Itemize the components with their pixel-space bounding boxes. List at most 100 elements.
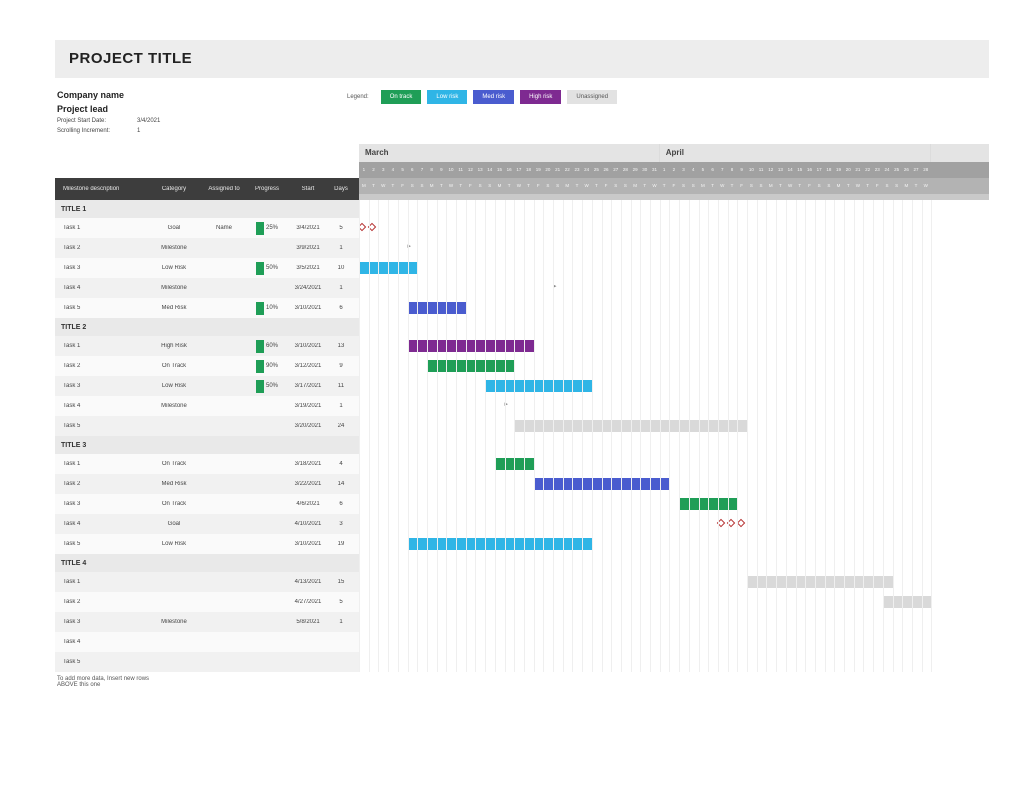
day-of-week: M <box>766 178 776 194</box>
gridline <box>553 200 554 672</box>
day-of-week: T <box>795 178 805 194</box>
gridline <box>388 200 389 672</box>
day-number: 9 <box>437 162 447 178</box>
table-row[interactable]: Task 4Goal4/10/20213 <box>55 514 359 534</box>
gantt-row <box>359 474 989 494</box>
day-of-week: W <box>582 178 592 194</box>
table-row[interactable]: Task 2Med Risk3/22/202114 <box>55 474 359 494</box>
day-number: 28 <box>621 162 631 178</box>
day-of-week: T <box>524 178 534 194</box>
gridline <box>718 200 719 672</box>
day-number: 22 <box>863 162 873 178</box>
legend-med-risk[interactable]: Med risk <box>473 90 514 104</box>
table-row[interactable]: Task 1High Risk60%3/10/202113 <box>55 336 359 356</box>
day-of-week: S <box>892 178 902 194</box>
task-days: 3 <box>329 521 353 527</box>
day-of-week: W <box>650 178 660 194</box>
gridline <box>611 200 612 672</box>
table-row[interactable]: Task 2On Track90%3/12/20219 <box>55 356 359 376</box>
table-row[interactable]: Task 1On Track3/18/20214 <box>55 454 359 474</box>
table-row[interactable]: Task 5Low Risk3/10/202119 <box>55 534 359 554</box>
task-desc: Task 3 <box>61 383 147 389</box>
gantt-row <box>359 632 989 652</box>
gridline <box>456 200 457 672</box>
gridline <box>863 200 864 672</box>
gantt-bar[interactable] <box>747 576 893 588</box>
gantt-bar[interactable] <box>408 538 592 550</box>
day-of-week: T <box>388 178 398 194</box>
gridline <box>902 200 903 672</box>
day-of-week: T <box>437 178 447 194</box>
day-number: 25 <box>592 162 602 178</box>
day-number: 3 <box>378 162 388 178</box>
project-title-bar: PROJECT TITLE <box>55 40 989 78</box>
month-row: MarchApril <box>359 144 989 162</box>
gridline <box>485 200 486 672</box>
day-number: 16 <box>504 162 514 178</box>
table-row[interactable]: Task 3Low Risk50%3/5/202110 <box>55 258 359 278</box>
gridline <box>592 200 593 672</box>
day-number: 1 <box>359 162 369 178</box>
table-row[interactable]: Task 3Low Risk50%3/17/202111 <box>55 376 359 396</box>
day-of-week: F <box>872 178 882 194</box>
task-start: 3/22/2021 <box>287 481 329 487</box>
gridline <box>815 200 816 672</box>
day-of-week: T <box>863 178 873 194</box>
task-days: 19 <box>329 541 353 547</box>
day-number: 5 <box>698 162 708 178</box>
table-row[interactable]: Task 5Med Risk10%3/10/20216 <box>55 298 359 318</box>
day-of-week: M <box>698 178 708 194</box>
gridline <box>873 200 874 672</box>
gantt-bar[interactable] <box>883 596 932 608</box>
task-desc: Task 1 <box>61 225 147 231</box>
task-start: 4/27/2021 <box>287 599 329 605</box>
task-days: 13 <box>329 343 353 349</box>
day-of-week: F <box>669 178 679 194</box>
table-row[interactable]: Task 14/13/202115 <box>55 572 359 592</box>
day-of-week: S <box>747 178 757 194</box>
gridline <box>524 200 525 672</box>
task-start: 3/19/2021 <box>287 403 329 409</box>
day-of-week: S <box>882 178 892 194</box>
task-progress: 10% <box>247 302 287 315</box>
table-row[interactable]: Task 24/27/20215 <box>55 592 359 612</box>
task-start: 5/8/2021 <box>287 619 329 625</box>
day-number: 10 <box>747 162 757 178</box>
gantt-row <box>359 356 989 376</box>
day-number: 23 <box>572 162 582 178</box>
gantt-row <box>359 572 989 592</box>
gridline <box>640 200 641 672</box>
table-row[interactable]: Task 4Milestone3/24/20211 <box>55 278 359 298</box>
legend-low-risk[interactable]: Low risk <box>427 90 467 104</box>
day-of-week: F <box>601 178 611 194</box>
table-row[interactable]: Task 4 <box>55 632 359 652</box>
day-number: 11 <box>756 162 766 178</box>
gantt-bar[interactable] <box>485 380 592 392</box>
legend-high-risk[interactable]: High risk <box>520 90 561 104</box>
table-row[interactable]: Task 4Milestone3/19/20211 <box>55 396 359 416</box>
meta-block: Company name Project lead Project Start … <box>55 78 989 144</box>
day-number: 6 <box>708 162 718 178</box>
task-start: 3/10/2021 <box>287 305 329 311</box>
gantt-bar[interactable] <box>427 360 514 372</box>
progress-bar <box>256 302 264 315</box>
task-desc: Task 1 <box>61 343 147 349</box>
scroll-label: Scrolling Increment: <box>57 128 137 134</box>
legend-on-track[interactable]: On track <box>381 90 422 104</box>
day-of-week: S <box>475 178 485 194</box>
table-row[interactable]: Task 2Milestone3/9/20211 <box>55 238 359 258</box>
table-row[interactable]: Task 3Milestone5/8/20211 <box>55 612 359 632</box>
table-row[interactable]: Task 3On Track4/6/20216 <box>55 494 359 514</box>
task-start: 4/6/2021 <box>287 501 329 507</box>
start-date-label: Project Start Date: <box>57 118 137 124</box>
table-row[interactable]: Task 5 <box>55 652 359 672</box>
task-days: 5 <box>329 225 353 231</box>
task-category: High Risk <box>147 343 201 349</box>
table-row[interactable]: Task 1GoalName25%3/4/20215 <box>55 218 359 238</box>
legend-unassigned[interactable]: Unassigned <box>567 90 617 104</box>
gridline <box>660 200 661 672</box>
gridline <box>378 200 379 672</box>
table-row[interactable]: Task 53/20/202124 <box>55 416 359 436</box>
gridline <box>475 200 476 672</box>
gridline <box>679 200 680 672</box>
